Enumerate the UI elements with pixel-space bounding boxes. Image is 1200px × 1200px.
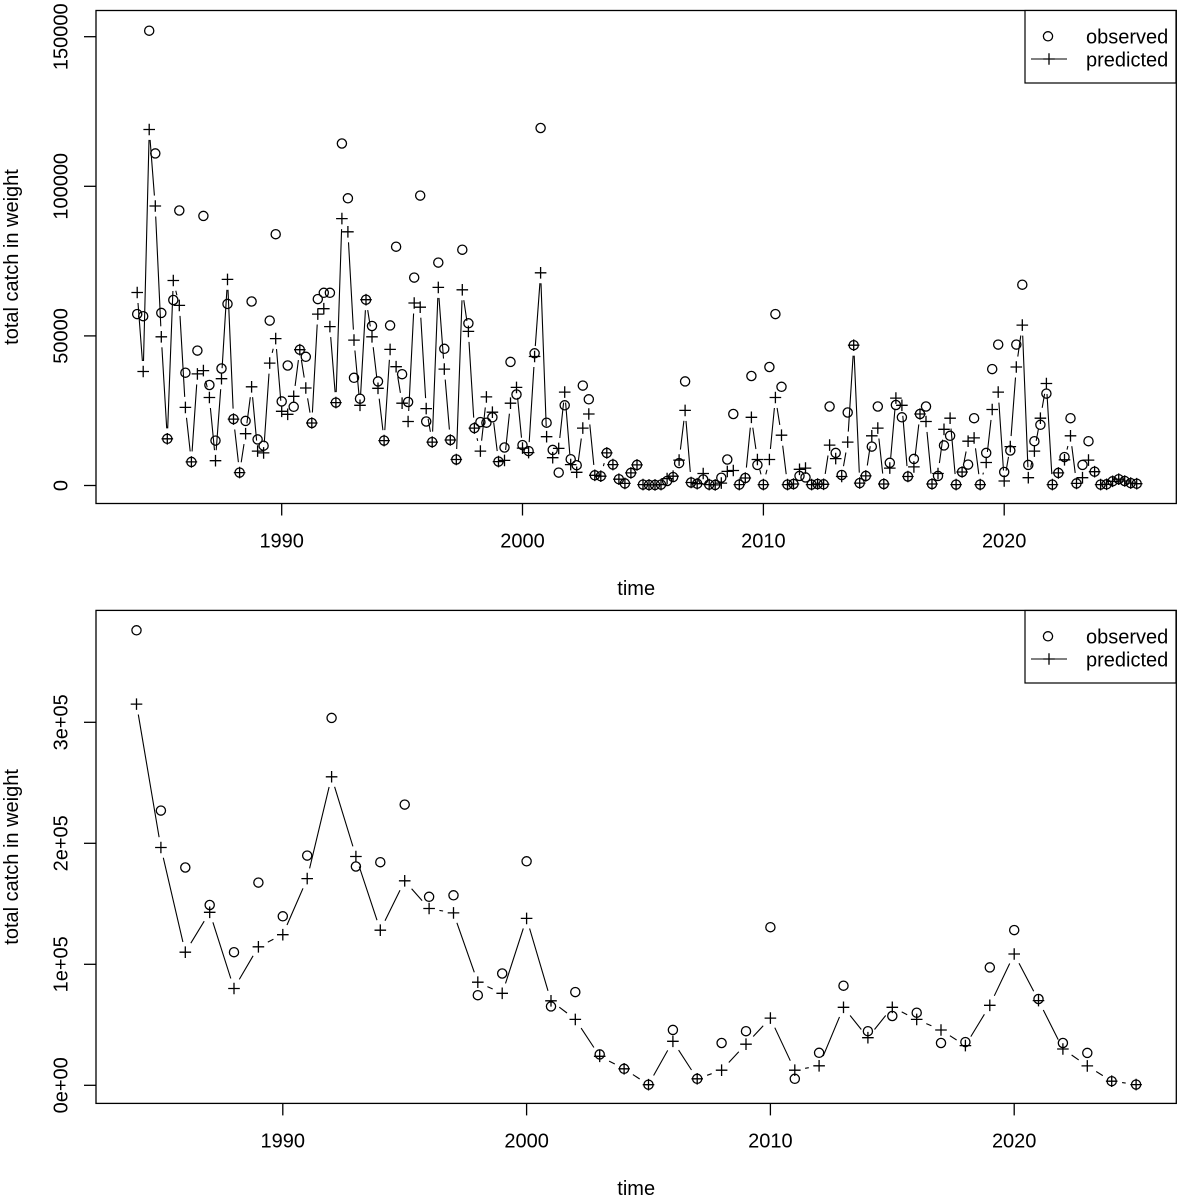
svg-text:2020: 2020 — [982, 531, 1027, 553]
svg-text:predicted: predicted — [1086, 649, 1168, 671]
svg-text:2000: 2000 — [500, 531, 545, 553]
svg-text:2010: 2010 — [741, 531, 786, 553]
svg-text:total catch in weight: total catch in weight — [1, 169, 23, 345]
svg-text:2000: 2000 — [504, 1130, 549, 1152]
svg-text:2020: 2020 — [992, 1130, 1037, 1152]
svg-text:time: time — [617, 578, 655, 600]
svg-text:2e+05: 2e+05 — [50, 815, 72, 871]
svg-text:observed: observed — [1086, 27, 1168, 49]
svg-text:predicted: predicted — [1086, 49, 1168, 71]
svg-text:total catch in weight: total catch in weight — [1, 769, 23, 945]
svg-text:0: 0 — [50, 480, 72, 491]
svg-text:time: time — [617, 1178, 655, 1200]
svg-text:100000: 100000 — [50, 153, 72, 220]
svg-text:50000: 50000 — [50, 308, 72, 364]
svg-text:1990: 1990 — [261, 1130, 306, 1152]
svg-text:observed: observed — [1086, 627, 1168, 649]
svg-text:150000: 150000 — [50, 3, 72, 70]
svg-text:0e+00: 0e+00 — [50, 1057, 72, 1113]
svg-text:1990: 1990 — [259, 531, 304, 553]
svg-text:1e+05: 1e+05 — [50, 936, 72, 992]
svg-text:3e+05: 3e+05 — [50, 694, 72, 750]
svg-text:2010: 2010 — [748, 1130, 793, 1152]
